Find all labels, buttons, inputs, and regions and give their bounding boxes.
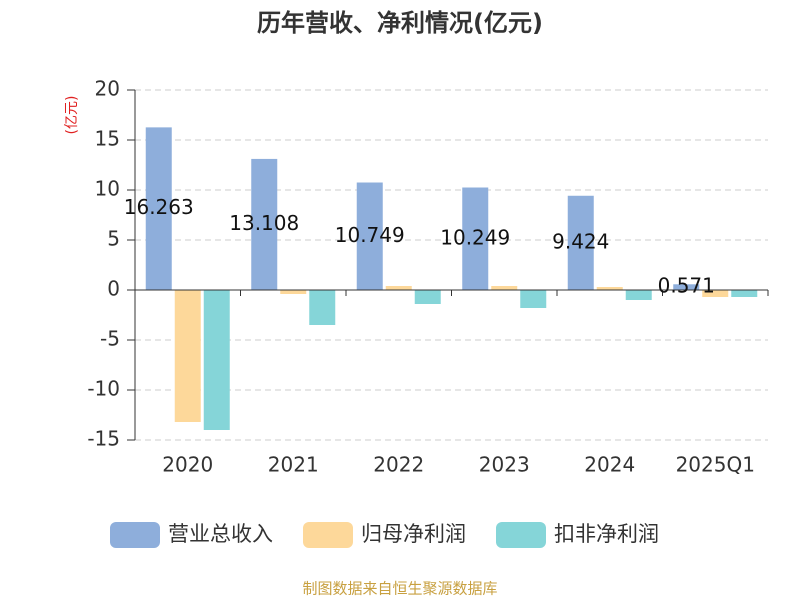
legend-label: 营业总收入	[168, 522, 273, 546]
legend-swatch	[110, 522, 160, 548]
source-note: 制图数据来自恒生聚源数据库	[302, 580, 497, 598]
data-label: 13.108	[229, 211, 299, 235]
y-tick-label: -5	[100, 327, 120, 351]
x-tick-label: 2024	[584, 453, 635, 477]
bar	[309, 290, 336, 325]
bar	[462, 187, 489, 290]
data-label: 9.424	[552, 229, 609, 253]
y-tick-label: 15	[95, 127, 120, 151]
y-tick-label: 0	[107, 277, 120, 301]
bar	[356, 182, 383, 290]
legend-label: 扣非净利润	[554, 522, 659, 546]
bar	[702, 290, 729, 297]
bar	[520, 290, 547, 308]
bar	[145, 127, 172, 291]
bar	[414, 290, 441, 304]
x-tick-label: 2022	[373, 453, 424, 477]
data-label: 10.749	[335, 223, 405, 247]
y-tick-label: 5	[107, 227, 120, 251]
y-tick-label: -15	[87, 427, 120, 451]
bar	[491, 286, 518, 290]
legend-swatch	[496, 522, 546, 548]
bar	[567, 195, 594, 290]
bar	[673, 284, 700, 290]
x-tick-label: 2025Q1	[676, 453, 755, 477]
bar	[251, 158, 278, 290]
y-tick-label: -10	[87, 377, 120, 401]
bar	[280, 290, 307, 294]
chart-title: 历年营收、净利情况(亿元)	[257, 9, 543, 37]
bar	[596, 287, 623, 290]
y-tick-label: 10	[95, 177, 120, 201]
bar	[174, 290, 201, 422]
x-tick-label: 2021	[268, 453, 319, 477]
bar	[731, 290, 758, 297]
bar	[385, 286, 412, 290]
data-label: 10.249	[440, 225, 510, 249]
data-label: 0.571	[658, 274, 715, 298]
x-tick-label: 2023	[479, 453, 530, 477]
legend-swatch	[303, 522, 353, 548]
x-tick-label: 2020	[162, 453, 213, 477]
legend-label: 归母净利润	[361, 522, 466, 546]
bar	[625, 290, 652, 300]
y-tick-label: 20	[95, 77, 120, 101]
data-label: 16.263	[124, 195, 194, 219]
y-axis-label: (亿元)	[64, 96, 80, 135]
bar	[203, 290, 230, 430]
